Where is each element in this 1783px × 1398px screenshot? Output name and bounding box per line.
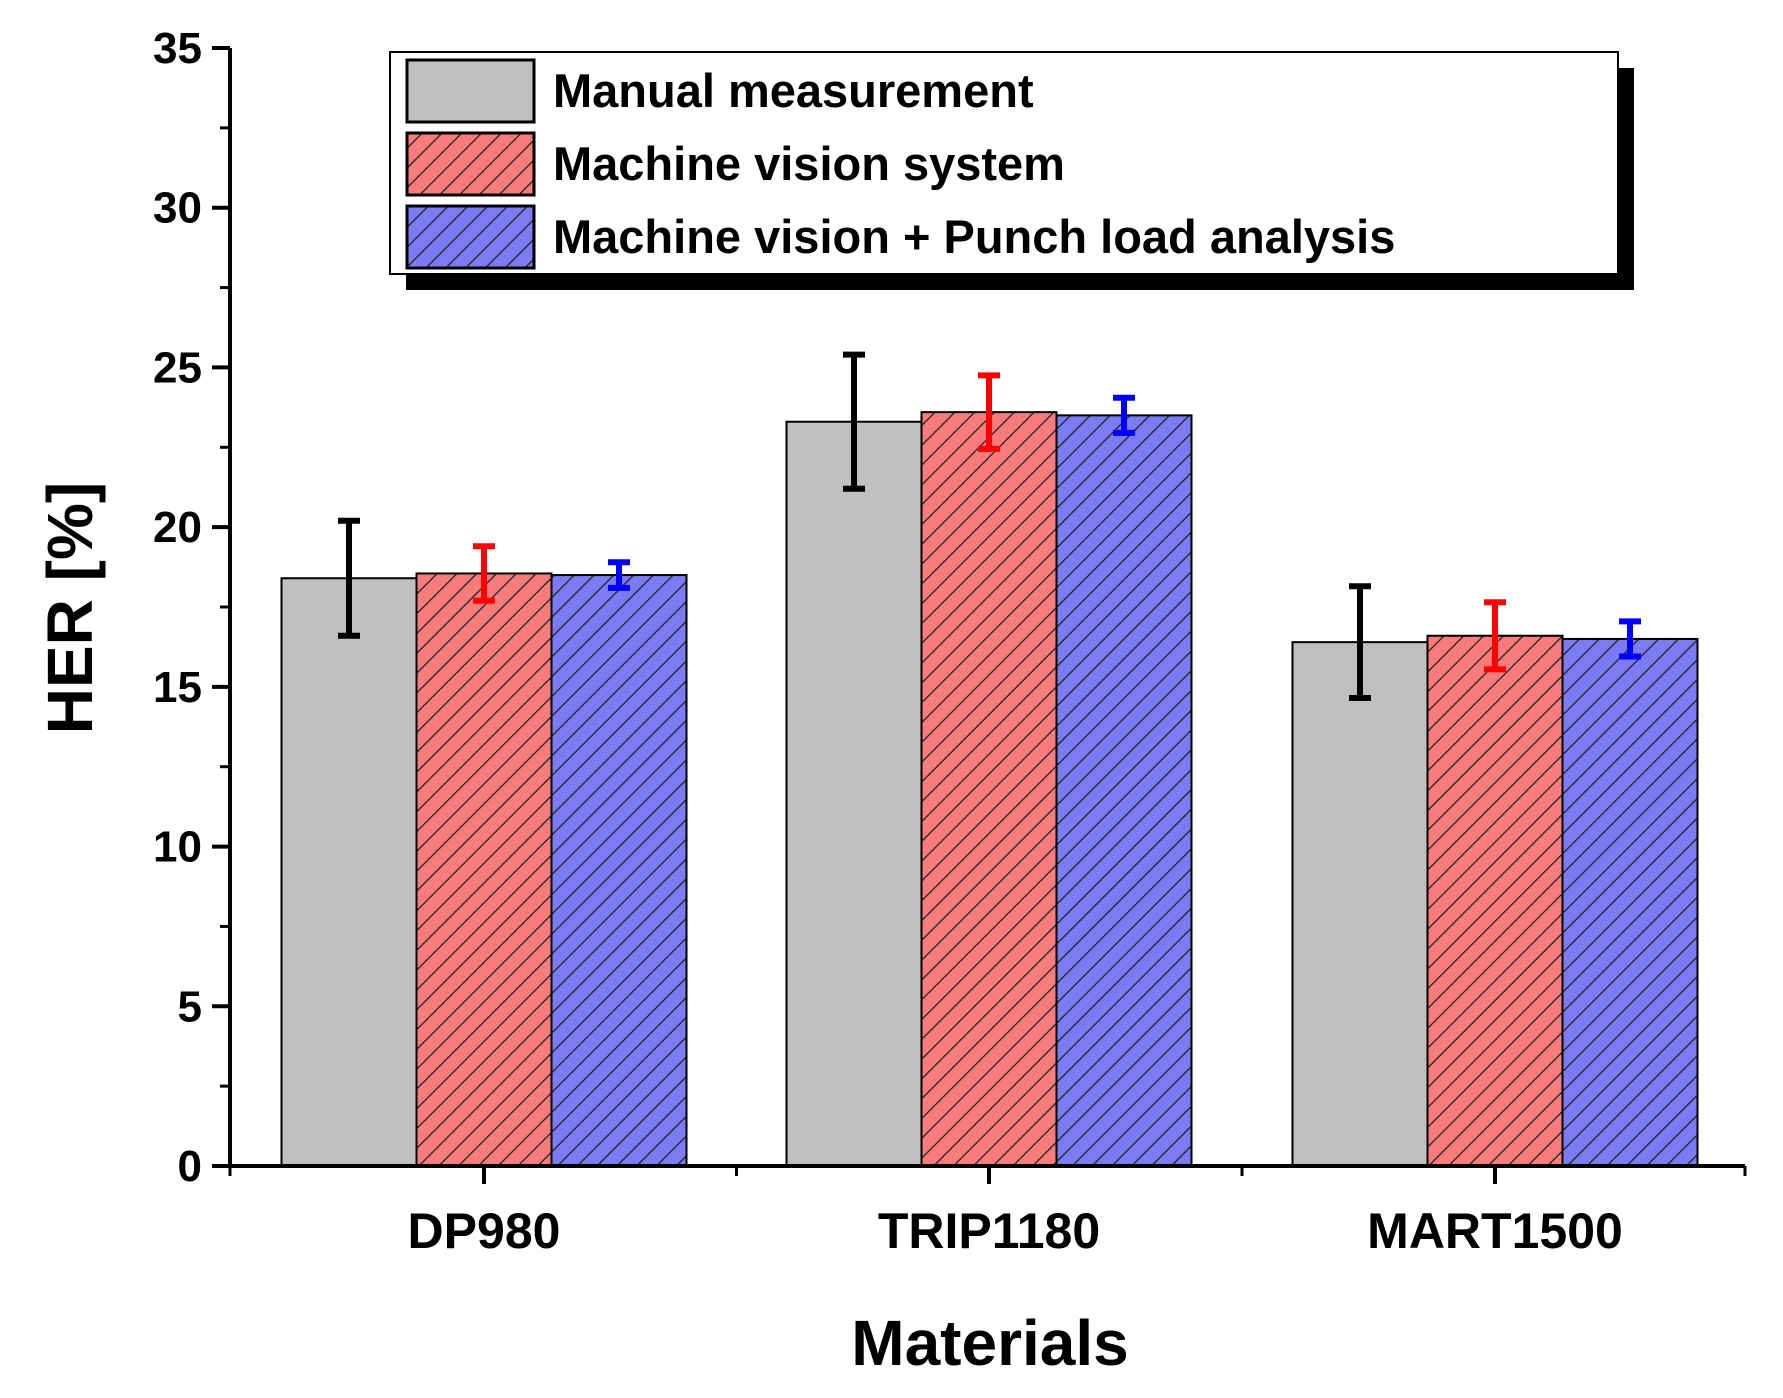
y-tick-label: 25: [153, 343, 202, 392]
bar-dp980-series-1: [280, 577, 418, 1167]
legend-box: [389, 51, 1619, 275]
bar-mart1500-series-2: [1426, 634, 1564, 1167]
x-axis-title: Materials: [851, 1307, 1128, 1379]
y-tick-label: 20: [153, 503, 202, 552]
y-axis-title: HER [%]: [34, 482, 106, 734]
bar-dp980-series-2: [415, 572, 553, 1167]
error-bars-layer: [338, 351, 1641, 702]
error-bar-trip1180-series-2: [978, 372, 1000, 452]
bar-dp980-series-3: [550, 574, 688, 1167]
bar-trip1180-series-3: [1055, 414, 1193, 1168]
error-bar-mart1500-series-1: [1349, 583, 1371, 702]
bar-mart1500-series-3: [1561, 637, 1699, 1167]
legend-label-series-1: Manual measurement: [553, 64, 1034, 117]
legend-swatch-series-2: [405, 131, 536, 197]
bar-trip1180-series-2: [920, 411, 1058, 1167]
x-tick-label-dp980: DP980: [408, 1203, 561, 1259]
bar-mart1500-series-1: [1291, 641, 1429, 1167]
axes: 0 5 10 15 20 25 30 35 DP980 TRIP1180 MART1500: [153, 24, 1747, 1259]
legend-label-series-3: Machine vision + Punch load analysis: [553, 210, 1395, 263]
error-bar-dp980-series-3: [608, 559, 630, 591]
error-bar-mart1500-series-2: [1484, 599, 1506, 673]
x-tick-label-trip1180: TRIP1180: [878, 1203, 1100, 1259]
x-tick-label-mart1500: MART1500: [1367, 1203, 1623, 1259]
legend-label-series-2: Machine vision system: [553, 137, 1065, 190]
y-tick-label: 30: [153, 184, 202, 233]
legend: Manual measurement Machine vision system M…: [389, 51, 1634, 290]
error-bar-trip1180-series-1: [843, 351, 865, 492]
error-bar-dp980-series-1: [338, 517, 360, 639]
bar-trip1180-series-1: [785, 420, 923, 1167]
y-tick-label: 5: [178, 982, 202, 1031]
error-bar-mart1500-series-3: [1619, 618, 1641, 660]
y-tick-label: 15: [153, 663, 202, 712]
error-bar-trip1180-series-3: [1113, 394, 1135, 436]
bars-layer: [280, 411, 1699, 1168]
legend-swatch-series-1: [405, 58, 536, 124]
y-tick-label: 35: [153, 24, 202, 73]
y-tick-label: 10: [153, 823, 202, 872]
legend-swatch-series-3: [405, 204, 536, 270]
error-bar-dp980-series-2: [473, 543, 495, 604]
y-tick-label: 0: [178, 1142, 202, 1191]
